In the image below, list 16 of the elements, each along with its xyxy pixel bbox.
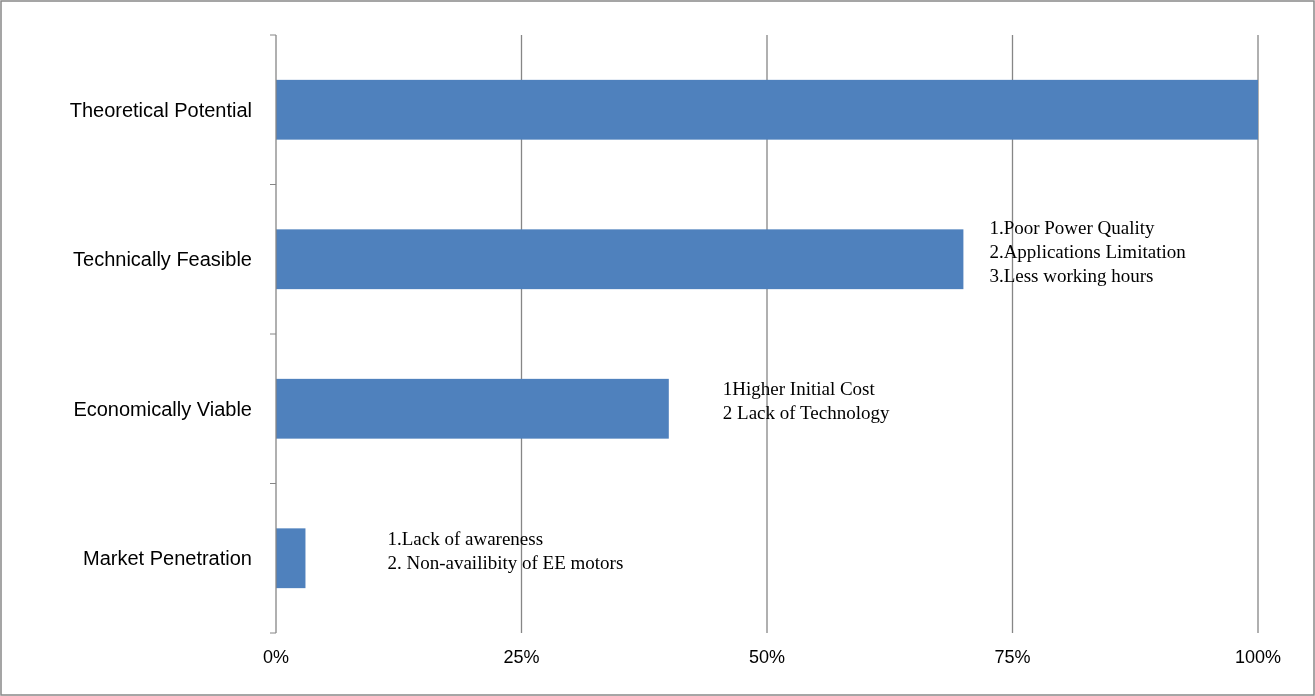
x-tick-label: 75% — [994, 647, 1031, 667]
annotation: 1.Poor Power Quality 2.Applications Limitation 3.Less working hours — [989, 216, 1187, 286]
x-tick-label: 25% — [503, 647, 540, 667]
bar — [276, 378, 669, 439]
x-tick-label: 0% — [262, 647, 290, 667]
y-tick-label: Theoretical Potential — [69, 98, 252, 121]
annotation: 1.Lack of awareness 2. Non-availibity of EE motors — [387, 527, 624, 573]
y-tick-label: Market Penetration — [83, 547, 252, 570]
bar — [276, 79, 1258, 140]
annotation: 1Higher Initial Cost 2 Lack of Technology — [722, 378, 890, 424]
x-tick-label: 50% — [748, 647, 786, 667]
bar — [276, 229, 964, 290]
y-tick-label: Technically Feasible — [73, 248, 252, 271]
y-tick-label: Economically Viable — [73, 397, 252, 420]
bar — [276, 528, 306, 589]
x-tick-label: 100% — [1234, 647, 1282, 667]
